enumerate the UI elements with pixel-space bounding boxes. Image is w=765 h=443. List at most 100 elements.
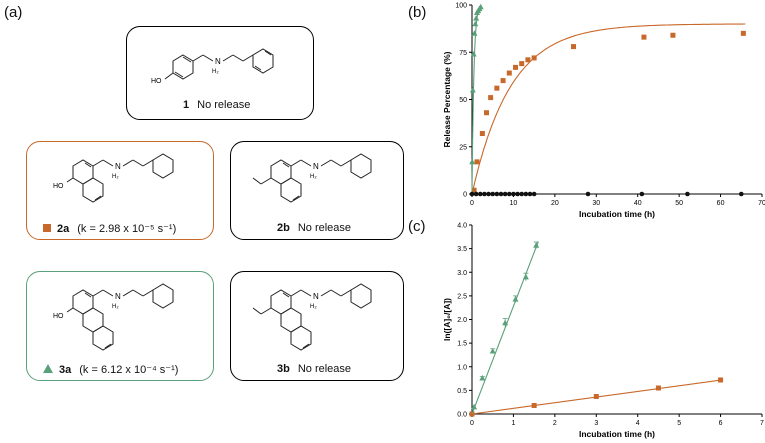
- data-point-circle: [482, 191, 487, 197]
- series-triangle: [471, 241, 540, 415]
- x-tick-label: 7: [760, 420, 764, 427]
- release-percentage-chart: 0 10 20 30 40 50 60 70 0 25 50 75 100 Incubation time…: [442, 3, 765, 220]
- y-tick-label: 4.0: [457, 223, 467, 230]
- series-circle: [469, 191, 744, 197]
- caption-3b: 3b No release: [277, 363, 352, 375]
- data-point-triangle: [479, 374, 486, 381]
- ho-label: HO: [53, 183, 64, 190]
- data-point-triangle: [471, 30, 478, 36]
- data-point-circle: [502, 191, 508, 197]
- x-tick-label: 10: [510, 200, 518, 207]
- data-point-circle: [506, 191, 512, 197]
- data-point-square: [718, 377, 724, 383]
- data-point-square: [488, 95, 494, 101]
- data-point-circle: [494, 191, 500, 197]
- y-axis-label: Release Percentage (%): [442, 51, 452, 147]
- y-tick-label: 2.0: [457, 317, 467, 324]
- y-tick-label: 1.0: [457, 364, 467, 371]
- x-tick-label: 3: [594, 420, 598, 427]
- data-point-square: [641, 34, 647, 40]
- data-point-circle: [738, 191, 744, 197]
- data-point-circle: [527, 191, 533, 197]
- ho-label: HO: [151, 78, 162, 85]
- data-point-square: [670, 32, 676, 38]
- ln-ratio-chart: 0 1 2 3 4 5 6 7 0.0 0.5 1.0 1.5 2.0 2.5 3.0 3.5 4.0 Incub…: [442, 223, 764, 440]
- x-tick-label: 20: [551, 200, 559, 207]
- compound-card-2a: N H₂ HO 2a (k = 2.98 x 10⁻⁵ s⁻¹): [26, 141, 214, 240]
- y-tick-label: 2.5: [457, 293, 467, 300]
- data-point-circle: [473, 191, 479, 197]
- structure-2a: N H₂ HO: [53, 153, 174, 203]
- data-point-square: [471, 187, 477, 193]
- data-point-triangle: [477, 3, 484, 10]
- square-marker-icon: [43, 224, 51, 232]
- data-point-square: [506, 70, 512, 76]
- data-point-circle: [477, 191, 483, 197]
- x-tick-label: 5: [677, 420, 681, 427]
- x-axis-label: Incubation time (h): [579, 209, 655, 219]
- structure-3a: N H₂ HO: [53, 283, 174, 351]
- data-point-triangle: [533, 242, 540, 248]
- data-point-square: [484, 110, 489, 116]
- fit-line: [471, 241, 539, 415]
- data-point-circle: [515, 191, 520, 197]
- data-point-circle: [498, 191, 504, 197]
- x-tick-label: 60: [717, 200, 725, 207]
- data-point-triangle: [489, 347, 496, 354]
- compound-card-3b: N H₂ 3b No release: [230, 271, 404, 381]
- data-point-circle: [639, 191, 645, 197]
- data-point-square: [571, 44, 576, 50]
- compound-card-3a: N H₂ HO 3a (k = 6.12 x 10⁻⁴ s⁻¹): [26, 271, 214, 381]
- y-tick-label: 1.5: [457, 341, 467, 348]
- amine-label: N: [115, 162, 121, 171]
- x-tick-label: 6: [719, 420, 723, 427]
- data-point-triangle: [472, 20, 479, 27]
- data-point-square: [479, 131, 485, 137]
- series-triangle: [469, 3, 484, 194]
- data-point-square: [519, 61, 525, 67]
- compound-card-2b: N H₂ 2b No release: [230, 141, 404, 240]
- data-point-circle: [511, 191, 516, 197]
- data-point-square: [500, 78, 506, 84]
- x-tick-label: 0: [470, 200, 474, 207]
- data-point-circle: [585, 191, 591, 197]
- data-point-circle: [469, 191, 475, 197]
- ho-label: HO: [53, 313, 64, 320]
- caption-2b: 2b No release: [277, 222, 352, 234]
- data-point-square: [525, 57, 531, 63]
- x-tick-label: 2: [553, 420, 557, 427]
- y-tick-label: 50: [459, 97, 467, 104]
- data-point-triangle: [469, 158, 476, 165]
- h2-label: H₂: [112, 304, 119, 310]
- data-point-circle: [490, 191, 496, 197]
- h2-label: H₂: [310, 174, 317, 180]
- x-tick-label: 30: [592, 200, 600, 207]
- data-point-triangle: [473, 15, 480, 21]
- y-tick-label: 0.5: [457, 388, 467, 395]
- y-tick-label: 0.0: [457, 412, 467, 419]
- data-point-circle: [531, 191, 537, 197]
- caption-2a: 2a (k = 2.98 x 10⁻⁵ s⁻¹): [43, 222, 176, 235]
- y-tick-label: 3.5: [457, 246, 467, 253]
- data-point-triangle: [471, 403, 478, 410]
- data-point-triangle: [470, 50, 477, 57]
- data-point-circle: [523, 191, 529, 197]
- data-point-square: [531, 402, 537, 408]
- h2-label: H₂: [212, 69, 219, 75]
- data-point-square: [531, 55, 537, 61]
- fit-curve: [471, 23, 746, 195]
- amine-label: N: [313, 162, 319, 171]
- caption-3a: 3a (k = 6.12 x 10⁻⁴ s⁻¹): [43, 363, 178, 376]
- panel-label-a: (a): [4, 4, 23, 21]
- y-tick-label: 75: [459, 50, 467, 57]
- caption-1: 1 No release: [183, 99, 251, 111]
- structure-2b: N H₂: [252, 153, 372, 203]
- x-tick-label: 40: [634, 200, 642, 207]
- data-point-square: [655, 385, 661, 391]
- y-tick-label: 25: [459, 144, 467, 151]
- h2-label: H₂: [310, 304, 317, 310]
- x-tick-label: 50: [675, 200, 683, 207]
- x-tick-label: 70: [758, 200, 765, 207]
- data-point-triangle: [469, 86, 476, 93]
- data-point-circle: [519, 191, 525, 197]
